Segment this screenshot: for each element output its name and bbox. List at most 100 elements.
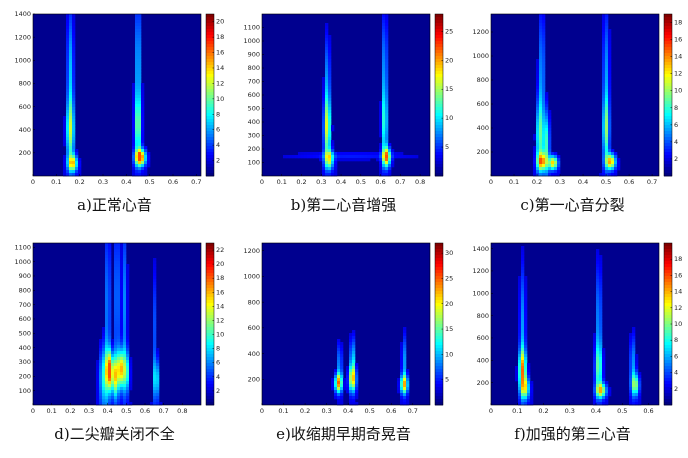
heat-cell	[638, 393, 642, 397]
heat-cell	[135, 14, 139, 18]
heat-cell	[352, 369, 356, 373]
heat-cell	[382, 65, 386, 69]
heat-cell	[69, 113, 73, 117]
heat-cell	[117, 255, 121, 259]
heat-cell	[108, 342, 112, 346]
heat-cell	[325, 56, 329, 60]
heat-cell	[66, 53, 70, 57]
heat-cell	[542, 131, 546, 135]
heat-cell	[340, 402, 344, 406]
heat-cell	[602, 116, 606, 120]
heat-cell	[533, 158, 537, 162]
heat-cell	[635, 390, 639, 394]
y-tick-label: 500	[19, 330, 31, 338]
heat-cell	[379, 113, 383, 117]
heat-cell	[521, 300, 525, 304]
heat-cell	[409, 155, 413, 159]
colorbar-tick-label: 2	[216, 387, 220, 395]
heat-cell	[153, 375, 157, 379]
heat-cell	[346, 384, 350, 388]
heat-cell	[593, 360, 597, 364]
heat-cell	[539, 20, 543, 24]
heat-cell	[527, 390, 531, 394]
heat-cell	[536, 119, 540, 123]
heat-cell	[605, 167, 609, 171]
heat-cell	[334, 390, 338, 394]
heat-cell	[123, 312, 127, 316]
heat-cell	[114, 366, 118, 370]
heat-cell	[361, 158, 365, 162]
heat-cell	[545, 143, 549, 147]
colorbar-segment	[664, 387, 672, 391]
heat-cell	[325, 86, 329, 90]
heat-cell	[132, 158, 136, 162]
colorbar-segment	[435, 294, 443, 298]
colorbar-segment	[435, 270, 443, 274]
heat-cell	[557, 161, 561, 165]
heat-cell	[141, 110, 145, 114]
heat-cell	[69, 149, 73, 153]
heat-cell	[385, 137, 389, 141]
heat-cell	[102, 390, 106, 394]
heat-cell	[117, 279, 121, 283]
heat-cell	[524, 378, 528, 382]
colorbar-segment	[664, 312, 672, 316]
heat-cell	[72, 122, 76, 126]
heat-cell	[632, 348, 636, 352]
heat-cell	[599, 402, 603, 406]
heat-cell	[117, 270, 121, 274]
heat-cell	[126, 381, 130, 385]
colorbar-segment	[206, 273, 214, 277]
heat-cell	[135, 53, 139, 57]
heat-cell	[99, 393, 103, 397]
heat-cell	[608, 387, 612, 391]
heat-cell	[117, 306, 121, 310]
heat-cell	[385, 50, 389, 54]
heat-cell	[126, 348, 130, 352]
heat-cell	[99, 402, 103, 406]
heat-cell	[72, 56, 76, 60]
heat-cell	[397, 155, 401, 159]
heat-cell	[108, 366, 112, 370]
heat-cell	[379, 131, 383, 135]
heat-cell	[608, 83, 612, 87]
heat-cell	[117, 375, 121, 379]
heat-cell	[554, 152, 558, 156]
heat-cell	[126, 318, 130, 322]
heat-cell	[346, 387, 350, 391]
heat-cell	[542, 155, 546, 159]
heat-cell	[608, 137, 612, 141]
heat-cell	[135, 125, 139, 129]
heat-cell	[120, 276, 124, 280]
heat-cell	[542, 119, 546, 123]
colorbar-segment	[435, 261, 443, 265]
y-tick-label: 1400	[14, 10, 31, 18]
heat-cell	[126, 309, 130, 313]
heat-cell	[379, 155, 383, 159]
heat-cell	[382, 137, 386, 141]
x-tick-label: 0.3	[316, 178, 326, 186]
colorbar-segment	[206, 294, 214, 298]
heat-cell	[385, 62, 389, 66]
heat-cell	[135, 113, 139, 117]
heat-cell	[539, 155, 543, 159]
heat-cell	[611, 158, 615, 162]
heat-cell	[108, 246, 112, 250]
heat-cell	[120, 333, 124, 337]
heat-cell	[385, 134, 389, 138]
colorbar-segment	[435, 327, 443, 331]
heat-cell	[325, 29, 329, 33]
heat-cell	[521, 255, 525, 259]
heat-cell	[355, 402, 359, 406]
colorbar-segment	[664, 402, 672, 406]
heat-cell	[108, 264, 112, 268]
heat-cell	[135, 41, 139, 45]
heat-cell	[524, 303, 528, 307]
heat-cell	[608, 44, 612, 48]
heat-cell	[138, 44, 142, 48]
colorbar-segment	[206, 17, 214, 21]
heat-cell	[129, 366, 133, 370]
heat-cell	[385, 173, 389, 177]
colorbar-segment	[206, 134, 214, 138]
heat-cell	[545, 173, 549, 177]
